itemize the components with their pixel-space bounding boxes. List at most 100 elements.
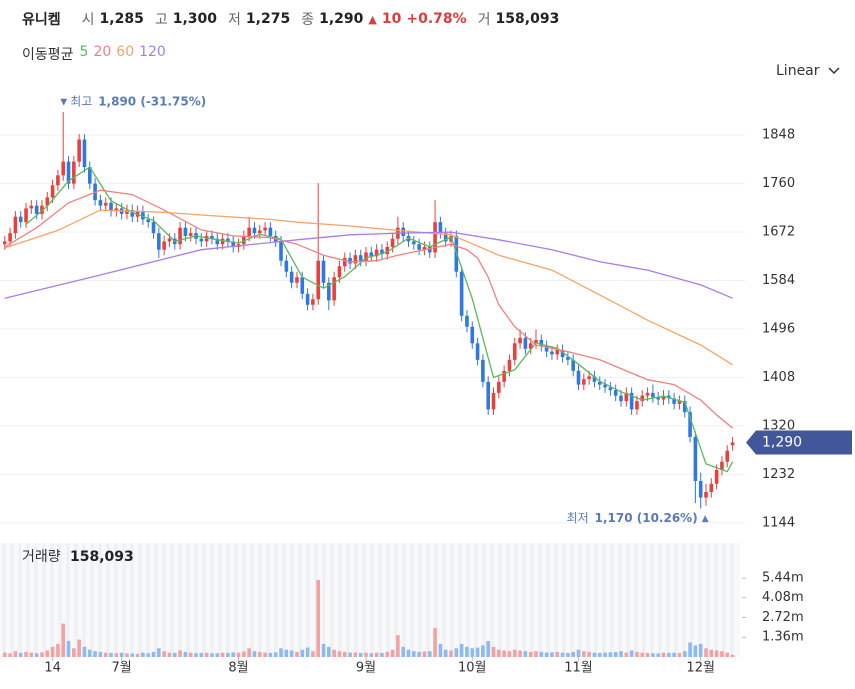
volume-bar [502, 650, 506, 657]
candle-body [103, 202, 108, 206]
volume-bar [93, 651, 97, 657]
volume-bar [348, 652, 352, 657]
candle-body [502, 370, 506, 382]
volume-bar [688, 642, 692, 657]
legend-entry: 60 [116, 44, 135, 60]
volume-bar [369, 653, 374, 657]
volume-bar [56, 643, 60, 657]
volume-bar [13, 651, 18, 657]
volume-bar [273, 652, 278, 657]
volume-bar [263, 652, 267, 657]
candle-body [257, 230, 262, 234]
candle-body [56, 175, 60, 186]
volume-bar [550, 652, 554, 657]
volume-current: 158,093 [70, 549, 134, 565]
candle-body [385, 246, 390, 255]
candle-body [656, 397, 660, 400]
scale-selector[interactable]: Linear [776, 63, 840, 79]
candle-body [151, 222, 156, 234]
volume-bar [560, 652, 565, 657]
candle-body [311, 299, 315, 305]
quote-label: 종 [301, 12, 315, 28]
candle-body [459, 271, 464, 316]
y-tick-label: 1848 [762, 128, 795, 143]
volume-bar [242, 651, 246, 657]
volume-bar [18, 652, 23, 657]
candle-body [539, 340, 544, 347]
candle-body [730, 442, 735, 446]
candle-body [470, 326, 475, 344]
volume-bar [321, 643, 326, 657]
volume-bar [555, 651, 560, 657]
volume-bar [289, 650, 294, 657]
ma-line [25, 166, 734, 473]
volume-bar [45, 650, 50, 657]
volume-bar [172, 652, 177, 657]
volume-bar [247, 648, 251, 657]
quote-value: 1,290 [319, 11, 364, 27]
volume-bar [210, 653, 214, 657]
candle-body [401, 227, 406, 236]
candle-body [720, 461, 724, 470]
volume-title: 거래량 [22, 549, 61, 565]
stock-name: 유니켐 [22, 12, 61, 28]
candle-body [45, 197, 50, 206]
volume-bar [337, 651, 342, 657]
candle-body [24, 208, 28, 223]
volume-bar [672, 652, 676, 657]
dropdown-icon[interactable] [828, 67, 840, 75]
candle-body [629, 392, 634, 410]
candle-body [481, 359, 485, 382]
volume-bar [401, 646, 406, 657]
quote-label: 거 [477, 12, 491, 28]
candle-body [682, 401, 687, 413]
candle-body [284, 260, 289, 272]
volume-bar [592, 652, 597, 657]
volume-bar [141, 652, 145, 657]
volume-bar [188, 652, 193, 657]
quote-label: 고 [154, 12, 168, 28]
ma-line [4, 231, 733, 299]
volume-bar [146, 653, 151, 657]
volume-tick-label: 1.36m [762, 630, 804, 645]
candle-body [667, 395, 671, 399]
volume-bar [50, 646, 55, 657]
ma-line [4, 209, 733, 366]
volume-bar [704, 648, 708, 657]
candle-body [210, 235, 214, 239]
candle-body [523, 337, 528, 349]
volume-bar [661, 652, 666, 657]
candle-body [327, 282, 331, 301]
candle-body [321, 260, 326, 283]
candle-body [263, 227, 267, 231]
volume-bar [199, 652, 204, 657]
volume-bar [311, 651, 315, 657]
ma-legend: 이동평균 5 20 60 120 [22, 44, 166, 64]
legend-entry: 120 [139, 44, 166, 60]
x-tick-label: 9월 [356, 661, 376, 676]
volume-bar [279, 648, 283, 657]
volume-bar [725, 652, 730, 657]
candle-body [146, 219, 151, 223]
x-tick-label: 7월 [112, 661, 132, 676]
volume-bar [29, 652, 34, 657]
candle-body [188, 233, 193, 236]
x-tick-label: 10월 [458, 661, 487, 676]
candle-body [693, 436, 698, 481]
candle-body [624, 392, 629, 402]
candle-body [486, 381, 490, 410]
candle-body [576, 370, 581, 385]
volume-bar [576, 649, 581, 657]
candle-body [443, 233, 448, 242]
volume-bar [629, 650, 634, 657]
volume-bar [571, 651, 575, 657]
scale-label[interactable]: Linear [776, 63, 820, 79]
candle-body [369, 252, 374, 257]
y-tick-label: 1672 [762, 225, 795, 240]
volume-bar [125, 653, 129, 657]
candle-body [157, 233, 161, 250]
candle-body [438, 222, 443, 234]
volume-bar [656, 653, 660, 657]
x-tick-label: 14 [44, 661, 61, 676]
volume-bar [135, 653, 140, 657]
